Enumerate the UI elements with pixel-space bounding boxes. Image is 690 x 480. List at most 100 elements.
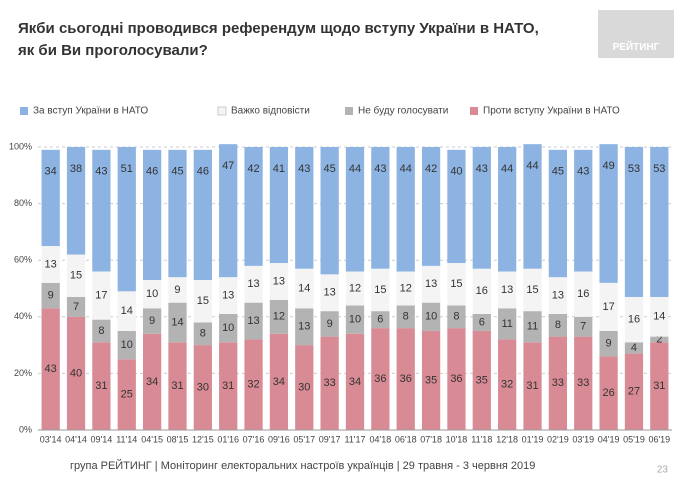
bar-segment [295, 345, 314, 430]
bar-segment [624, 353, 644, 430]
bar-segment [421, 302, 441, 331]
value-label: 8 [403, 311, 409, 323]
value-label: 30 [298, 381, 310, 393]
value-label: 8 [98, 325, 104, 337]
bar-segment [117, 291, 136, 331]
bar-segment [599, 356, 618, 430]
x-tick-label: 09'14 [91, 434, 113, 444]
value-label: 8 [555, 319, 561, 331]
bar-segment [66, 316, 86, 430]
value-label: 34 [45, 166, 57, 178]
bar-segment [396, 147, 415, 272]
bar-segment [142, 149, 162, 281]
bar-segment [41, 149, 60, 247]
bar-segment [599, 144, 618, 283]
bar-segment [472, 330, 491, 430]
value-label: 45 [171, 166, 183, 178]
value-label: 9 [48, 289, 54, 301]
bar-segment [92, 149, 111, 272]
legend-swatch [345, 107, 353, 115]
legend-label: Проти вступу України в НАТО [483, 106, 620, 117]
value-label: 15 [197, 295, 209, 307]
bar-segment [650, 342, 669, 430]
value-label: 15 [526, 284, 538, 296]
bar-segment [117, 147, 136, 292]
value-label: 31 [171, 380, 183, 392]
bar-segment [371, 328, 390, 430]
value-label: 30 [197, 381, 209, 393]
bar-segment [396, 328, 415, 430]
bar-segment [574, 149, 593, 272]
bar-segment [244, 265, 263, 303]
bar-segment [117, 359, 136, 430]
value-label: 33 [324, 377, 336, 389]
x-tick-label: 03'14 [40, 434, 62, 444]
value-label: 31 [526, 380, 538, 392]
value-label: 36 [400, 373, 412, 385]
bar-segment [345, 333, 365, 430]
value-label: 2 [656, 333, 662, 345]
legend-swatch [470, 107, 478, 115]
bar-segment [320, 336, 339, 430]
x-tick-label: 01'19 [522, 434, 544, 444]
x-tick-label: 01'16 [217, 434, 239, 444]
bar-segment [92, 342, 111, 430]
value-label: 13 [273, 275, 285, 287]
bar-segment [320, 311, 339, 337]
bar-segment [219, 277, 238, 314]
bar-segment [244, 339, 263, 430]
bar-segment [320, 147, 339, 275]
bar-segment [41, 282, 60, 309]
x-tick-label: 06'19 [648, 434, 670, 444]
value-label: 13 [425, 278, 437, 290]
bar-segment [574, 271, 593, 317]
bar-segment [66, 147, 86, 255]
bar-segment [193, 280, 212, 323]
value-label: 10 [349, 314, 361, 326]
value-label: 11 [501, 318, 512, 330]
value-label: 36 [374, 373, 386, 385]
value-label: 38 [70, 163, 82, 175]
bar-segment [421, 265, 441, 303]
value-label: 40 [450, 166, 462, 178]
value-label: 32 [247, 379, 259, 391]
value-label: 45 [552, 166, 564, 178]
value-label: 6 [377, 314, 383, 326]
value-label: 15 [450, 278, 462, 290]
value-label: 25 [121, 389, 133, 401]
bar-segment [574, 316, 593, 337]
bar-segment [624, 147, 644, 297]
value-label: 43 [476, 163, 488, 175]
bar-segment [498, 271, 517, 309]
bar-segment [447, 263, 466, 306]
bar-segment [650, 296, 669, 337]
y-tick-label: 100% [9, 141, 32, 151]
logo: РЕЙТИНГ [598, 10, 674, 58]
value-label: 8 [200, 328, 206, 340]
value-label: 15 [70, 270, 82, 282]
value-label: 17 [95, 289, 107, 301]
value-label: 40 [70, 367, 82, 379]
value-label: 53 [653, 163, 665, 175]
footer: група РЕЙТИНГ | Моніторинг електоральних… [70, 459, 535, 472]
bar-segment [142, 280, 162, 309]
bar-segment [92, 319, 111, 343]
value-label: 41 [273, 163, 285, 175]
value-label: 53 [628, 163, 640, 175]
value-label: 11 [527, 321, 538, 333]
bar-segment [548, 277, 568, 314]
x-tick-label: 06'18 [395, 434, 417, 444]
bar-segment [371, 311, 390, 329]
legend-label: Не буду голосувати [358, 105, 448, 117]
x-tick-label: 04'14 [65, 434, 87, 444]
x-tick-label: 12'15 [192, 434, 214, 444]
x-tick-label: 02'19 [547, 434, 569, 444]
bar-segment [168, 149, 187, 278]
value-label: 9 [174, 284, 180, 296]
bar-segment [498, 308, 517, 340]
value-label: 13 [298, 321, 310, 333]
value-label: 12 [400, 282, 412, 294]
value-label: 10 [146, 288, 158, 300]
